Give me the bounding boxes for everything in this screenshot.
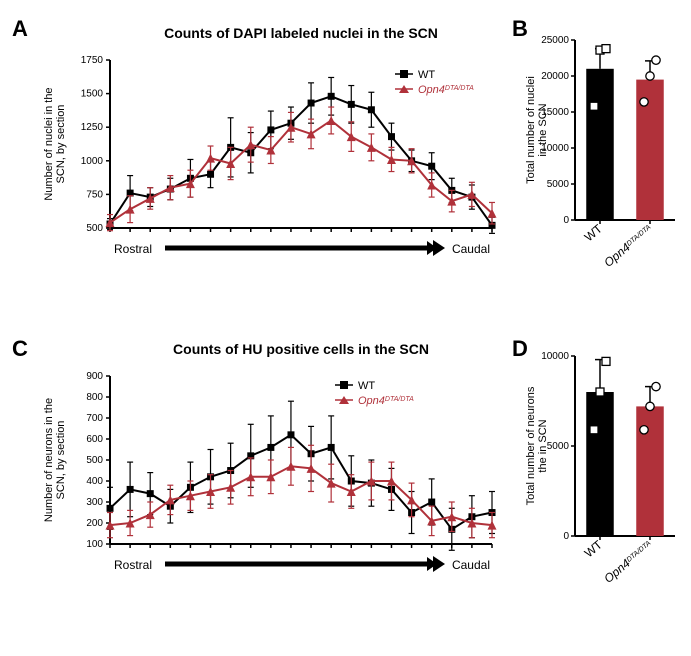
svg-text:Opn4DTA/DTA: Opn4DTA/DTA <box>601 221 655 269</box>
svg-text:500: 500 <box>86 455 103 466</box>
chart-b-bar-chart: 0500010000150002000025000Total number of… <box>520 20 680 280</box>
svg-text:300: 300 <box>86 497 103 508</box>
svg-text:Counts of HU positive cells in: Counts of HU positive cells in the SCN <box>173 341 429 357</box>
svg-text:400: 400 <box>86 476 103 487</box>
chart-c-line-chart: Counts of HU positive cells in the SCN 10… <box>30 336 500 596</box>
svg-text:Opn4DTA/DTA: Opn4DTA/DTA <box>601 537 655 585</box>
svg-text:0: 0 <box>563 531 569 542</box>
svg-text:WT: WT <box>418 69 435 81</box>
svg-text:1750: 1750 <box>81 55 104 66</box>
svg-text:10000: 10000 <box>541 351 569 362</box>
svg-text:200: 200 <box>86 518 103 529</box>
svg-text:500: 500 <box>86 223 103 234</box>
svg-text:Total number of neuronsthe in: Total number of neuronsthe in SCN <box>525 386 549 505</box>
svg-text:Caudal: Caudal <box>452 558 490 572</box>
svg-text:WT: WT <box>358 380 375 392</box>
svg-text:100: 100 <box>86 539 103 550</box>
svg-text:700: 700 <box>86 413 103 424</box>
svg-text:0: 0 <box>563 215 569 226</box>
svg-text:Opn4DTA/DTA: Opn4DTA/DTA <box>418 84 474 96</box>
chart-a-line-chart: Counts of DAPI labeled nuclei in the SCN… <box>30 20 500 280</box>
svg-text:Counts of DAPI labeled nuclei: Counts of DAPI labeled nuclei in the SCN <box>164 25 438 41</box>
svg-text:800: 800 <box>86 392 103 403</box>
svg-text:Rostral: Rostral <box>114 242 152 256</box>
chart-c-wrap: Counts of HU positive cells in the SCN 10… <box>30 336 500 596</box>
svg-text:Rostral: Rostral <box>114 558 152 572</box>
panel-label-a: A <box>12 16 28 42</box>
svg-text:25000: 25000 <box>541 35 569 46</box>
chart-d-wrap: 0 5000 10000 Total number of neuronsthe in … <box>520 336 680 596</box>
panel-label-c: C <box>12 336 28 362</box>
svg-text:20000: 20000 <box>541 71 569 82</box>
svg-text:Total number of nucleiin the S: Total number of nucleiin the SCN <box>525 76 549 184</box>
svg-text:600: 600 <box>86 434 103 445</box>
svg-text:1000: 1000 <box>81 156 104 167</box>
svg-text:Opn4DTA/DTA: Opn4DTA/DTA <box>358 395 414 407</box>
svg-text:5000: 5000 <box>547 179 570 190</box>
svg-text:WT: WT <box>582 221 606 244</box>
svg-text:900: 900 <box>86 371 103 382</box>
chart-a-wrap: Counts of DAPI labeled nuclei in the SCN… <box>30 20 500 280</box>
chart-b-wrap: 0500010000150002000025000Total number of… <box>520 20 680 280</box>
svg-text:750: 750 <box>86 189 103 200</box>
svg-text:5000: 5000 <box>547 441 570 452</box>
svg-text:WT: WT <box>582 537 606 560</box>
svg-text:Caudal: Caudal <box>452 242 490 256</box>
svg-text:Number of nuclei in theSCN, by: Number of nuclei in theSCN, by section <box>43 87 67 200</box>
chart-d-bar-chart: 0 5000 10000 Total number of neuronsthe in … <box>520 336 680 596</box>
svg-text:1500: 1500 <box>81 89 104 100</box>
svg-text:1250: 1250 <box>81 122 104 133</box>
svg-text:Number of neurons in theSCN, b: Number of neurons in theSCN, by section <box>43 398 67 522</box>
